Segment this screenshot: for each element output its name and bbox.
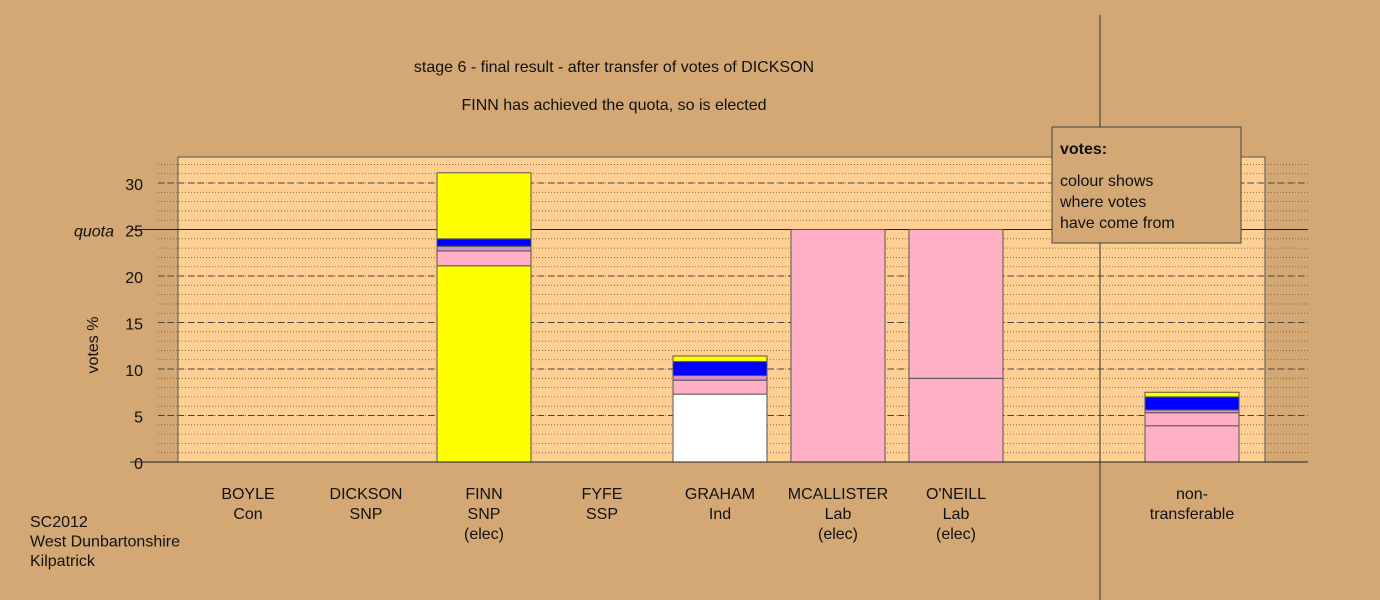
legend-title: votes:	[1060, 141, 1107, 158]
y-tick-label: 5	[134, 410, 143, 427]
bar-segment	[436, 238, 532, 247]
x-tick-label: SSP	[586, 506, 618, 523]
y-axis-label: votes %	[85, 317, 102, 374]
x-tick-label: (elec)	[818, 526, 858, 543]
chart-subtitle: FINN has achieved the quota, so is elect…	[461, 97, 766, 114]
x-tick-label: Ind	[709, 506, 731, 523]
x-tick-label: transferable	[1150, 506, 1235, 523]
x-tick-label: BOYLE	[221, 486, 274, 503]
bar-segment	[1144, 425, 1240, 463]
bar-segment	[436, 172, 532, 240]
x-tick-label: FINN	[465, 486, 502, 503]
y-tick-label: 10	[125, 363, 143, 380]
x-tick-label: (elec)	[936, 526, 976, 543]
x-tick-label: Lab	[943, 506, 970, 523]
x-tick-label: non-	[1176, 486, 1208, 503]
bar-segment	[436, 245, 532, 252]
bar-segment	[1144, 412, 1240, 427]
bar-segment	[790, 229, 886, 463]
y-tick-label: 20	[125, 270, 143, 287]
x-tick-label: Con	[233, 506, 262, 523]
bar-segment	[908, 229, 1004, 379]
x-tick-label: GRAHAM	[685, 486, 755, 503]
quota-label: quota	[74, 224, 114, 241]
bar-segment	[1144, 391, 1240, 398]
x-tick-label: (elec)	[464, 526, 504, 543]
note: West Dunbartonshire	[30, 534, 180, 551]
bar-segment	[436, 265, 532, 463]
note: Kilpatrick	[30, 553, 96, 570]
legend-text: where votes	[1059, 194, 1146, 211]
x-tick-label: SNP	[468, 506, 501, 523]
x-tick-label: DICKSON	[330, 486, 403, 503]
x-tick-label: MCALLISTER	[788, 486, 888, 503]
bar-segment	[672, 379, 768, 395]
y-tick-label: 15	[125, 317, 143, 334]
bar-segment	[908, 377, 1004, 463]
bar-segment	[672, 375, 768, 381]
x-tick-label: Lab	[825, 506, 852, 523]
bar-segment	[672, 355, 768, 363]
legend-text: have come from	[1060, 215, 1175, 232]
legend-box	[1051, 126, 1242, 244]
y-tick-label: 30	[125, 177, 143, 194]
bar-segment	[672, 393, 768, 463]
bar-segment	[436, 250, 532, 267]
note: SC2012	[30, 514, 88, 531]
x-tick-label: O'NEILL	[926, 486, 986, 503]
chart-title: stage 6 - final result - after transfer …	[414, 59, 814, 76]
bar-segment	[672, 361, 768, 377]
bar-segment	[1144, 396, 1240, 411]
x-tick-label: SNP	[350, 506, 383, 523]
y-tick-label: 0	[134, 456, 143, 473]
legend-text: colour shows	[1060, 173, 1153, 190]
y-tick-label: 25	[125, 224, 143, 241]
x-tick-label: FYFE	[582, 486, 623, 503]
